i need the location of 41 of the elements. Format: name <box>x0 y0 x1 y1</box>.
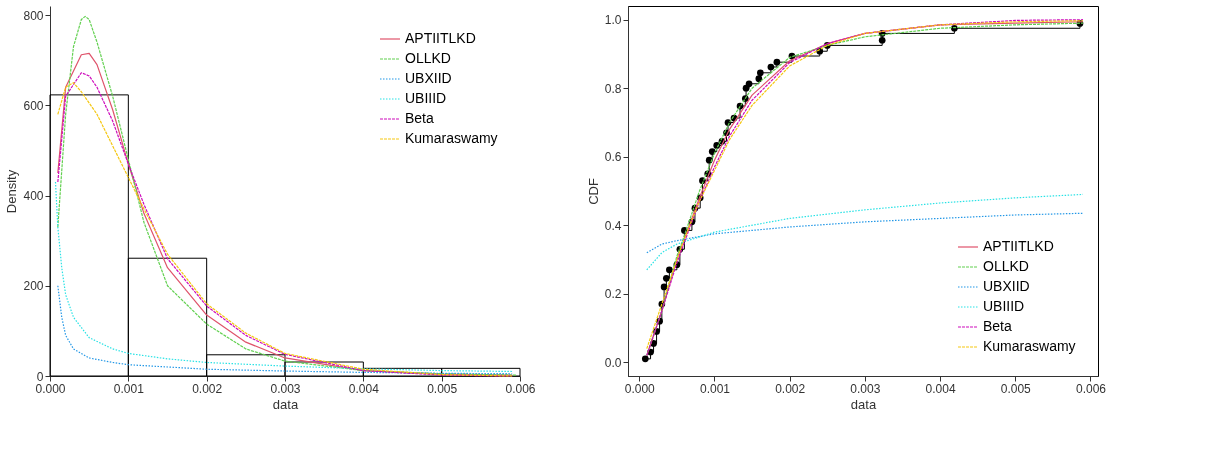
y-tick-label: 0.2 <box>604 287 622 302</box>
legend-label: UBXIID <box>405 70 452 86</box>
x-tick-label: 0.004 <box>348 381 380 396</box>
x-tick-label: 0.005 <box>427 381 458 396</box>
y-axis-title: Density <box>4 169 20 214</box>
x-tick-label: 0.004 <box>925 381 956 396</box>
y-tick-label: 0.8 <box>604 81 622 96</box>
legend-label: Kumaraswamy <box>405 130 498 146</box>
x-tick-label: 0.002 <box>775 381 806 396</box>
x-tick-label: 0.001 <box>699 381 731 396</box>
x-tick-label: 0.003 <box>850 381 881 396</box>
x-tick-label: 0.002 <box>192 381 223 396</box>
x-tick-label: 0.001 <box>113 381 145 396</box>
legend-label: UBIIID <box>983 298 1025 314</box>
x-axis-title: data <box>272 396 299 412</box>
legend-label: OLLKD <box>405 50 451 66</box>
y-tick-label: 0.4 <box>604 218 622 233</box>
legend-label: UBXIID <box>983 278 1030 294</box>
y-tick-label: 1.0 <box>604 13 622 28</box>
x-axis-title: data <box>850 396 877 412</box>
y-tick-label: 600 <box>23 98 44 113</box>
legend-label: UBIIID <box>405 90 447 106</box>
y-tick-label: 800 <box>23 8 44 23</box>
legend-label: Kumaraswamy <box>983 338 1076 354</box>
legend-label: Beta <box>405 110 435 126</box>
x-tick-label: 0.006 <box>505 381 536 396</box>
x-tick-label: 0.000 <box>35 381 66 396</box>
y-tick-label: 0.0 <box>604 355 622 370</box>
y-tick-label: 0 <box>36 369 44 384</box>
y-tick-label: 0.6 <box>604 150 622 165</box>
legend-label: OLLKD <box>983 258 1029 274</box>
y-axis-title: CDF <box>585 178 601 205</box>
x-tick-label: 0.000 <box>624 381 656 396</box>
legend-label: Beta <box>983 318 1013 334</box>
legend-label: APTIITLKD <box>983 238 1054 254</box>
x-tick-label: 0.005 <box>1000 381 1032 396</box>
x-tick-label: 0.006 <box>1075 381 1107 396</box>
x-tick-label: 0.003 <box>270 381 301 396</box>
y-tick-label: 200 <box>23 279 44 294</box>
legend-label: APTIITLKD <box>405 30 476 46</box>
y-tick-label: 400 <box>23 189 44 204</box>
